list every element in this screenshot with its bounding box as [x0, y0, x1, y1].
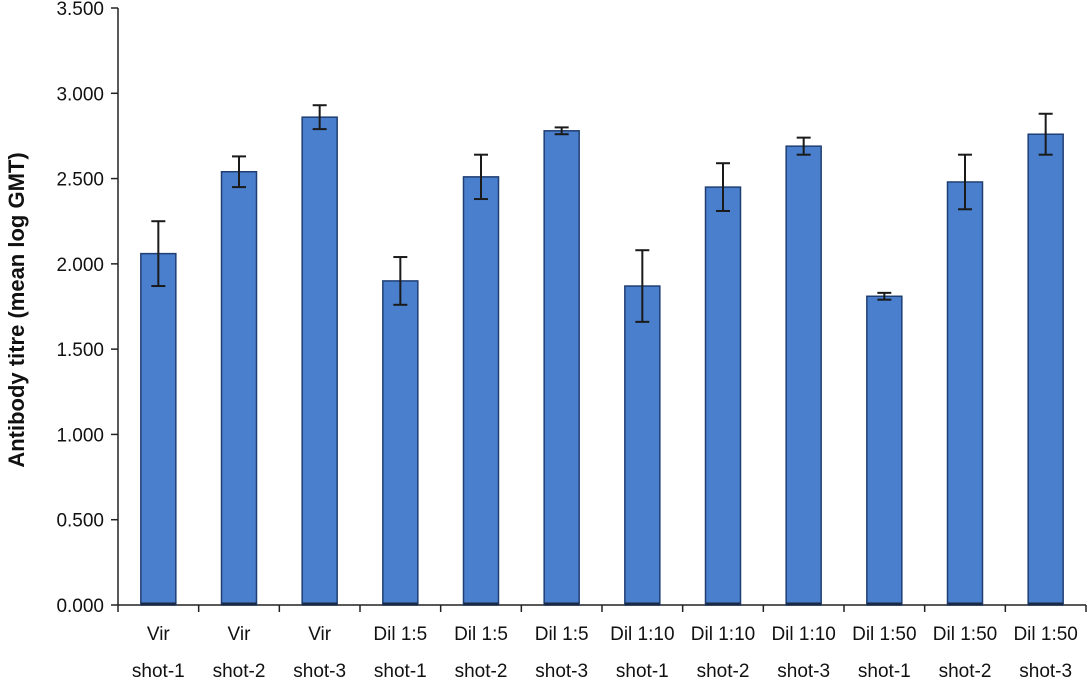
x-category-label-line2: shot-1: [858, 661, 911, 682]
y-axis: 0.000 0.500 1.000 1.500 2.000 2.500 3.000 3.500: [56, 0, 119, 617]
x-category-label-line1: Dil 1:50: [933, 624, 997, 645]
error-bar: [1038, 112, 1053, 156]
x-category-label-line2: shot-1: [616, 661, 669, 682]
x-category-label-line1: Dil 1:10: [610, 624, 674, 645]
bar: [301, 116, 338, 606]
x-category-label-line2: shot-1: [132, 661, 185, 682]
bar: [140, 252, 177, 606]
category-labels: Vir shot-1 Vir shot-2 Vir shot-3 Dil 1:5 shot-1…: [132, 624, 1078, 682]
error-bar: [554, 126, 569, 136]
y-tick-label: 3.000: [56, 84, 104, 105]
y-tick-label: 0.000: [56, 596, 104, 617]
error-bar: [312, 104, 327, 131]
bar: [785, 145, 822, 606]
y-axis-title: Antibody titre (mean log GMT): [4, 152, 29, 467]
error-bar: [958, 153, 972, 211]
x-category-label-line2: shot-3: [535, 661, 588, 682]
x-category-label-line1: Dil 1:10: [771, 624, 835, 645]
x-category-label-line1: Dil 1:50: [852, 624, 916, 645]
x-category-label-line2: shot-3: [293, 661, 346, 682]
bar: [704, 186, 742, 606]
bar: [543, 130, 580, 606]
x-category-label-line1: Dil 1:50: [1013, 624, 1077, 645]
x-axis: [117, 604, 1087, 612]
error-bar: [635, 249, 650, 323]
x-category-label-line2: shot-1: [374, 661, 427, 682]
bar: [866, 295, 903, 606]
bar: [462, 176, 500, 606]
error-bars: [151, 104, 1053, 323]
error-bar: [393, 256, 408, 306]
x-category-label-line2: shot-2: [697, 661, 750, 682]
x-category-label-line1: Dil 1:5: [373, 624, 427, 645]
x-category-label-line2: shot-2: [213, 661, 266, 682]
x-category-label-line2: shot-2: [455, 661, 508, 682]
error-bar: [151, 220, 166, 288]
x-category-label-line1: Dil 1:10: [691, 624, 755, 645]
x-category-label-line1: Vir: [228, 624, 252, 645]
x-category-label-line1: Vir: [147, 624, 171, 645]
x-category-label-line1: Dil 1:5: [535, 624, 589, 645]
bars: [140, 116, 1064, 606]
bar: [1027, 133, 1064, 606]
y-tick-label: 3.500: [56, 0, 104, 20]
bar: [946, 181, 984, 606]
y-tick-label: 2.500: [56, 170, 104, 191]
x-category-label-line2: shot-3: [1019, 661, 1072, 682]
y-tick-label: 1.000: [56, 425, 104, 446]
x-category-label-line2: shot-2: [939, 661, 992, 682]
error-bar: [877, 291, 892, 301]
y-tick-label: 2.000: [56, 255, 104, 276]
y-tick-label: 1.500: [56, 340, 104, 361]
x-category-label-line1: Dil 1:5: [454, 624, 508, 645]
bar: [624, 285, 661, 606]
error-bar: [232, 155, 246, 189]
error-bar: [474, 153, 488, 201]
error-bar: [796, 136, 811, 156]
bar: [220, 170, 258, 606]
bar: [382, 280, 419, 606]
x-category-label-line1: Vir: [308, 624, 332, 645]
error-bar: [716, 162, 730, 212]
x-category-label-line2: shot-3: [777, 661, 830, 682]
y-tick-label: 0.500: [56, 511, 104, 532]
